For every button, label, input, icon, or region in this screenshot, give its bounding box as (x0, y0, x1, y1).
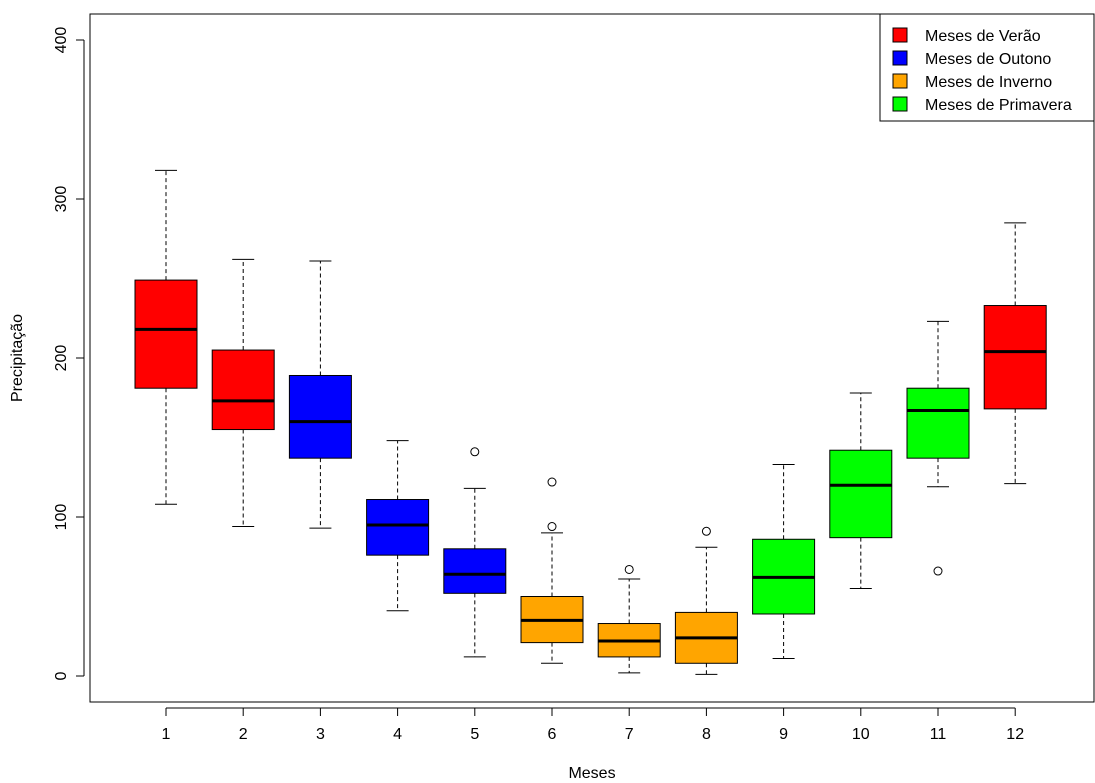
legend-frame (879, 13, 1095, 122)
x-tick-label: 3 (316, 726, 325, 743)
box-month-9 (752, 464, 816, 660)
x-tick-label: 2 (239, 726, 248, 743)
y-axis-title: Precipitação (9, 314, 26, 402)
box-month-7 (597, 564, 661, 674)
x-tick-label: 9 (779, 726, 788, 743)
box-month-3 (288, 260, 352, 529)
box-body (134, 279, 198, 389)
legend-swatch (892, 27, 908, 43)
x-tick-label: 10 (852, 726, 870, 743)
y-tick-label: 400 (53, 27, 70, 54)
x-tick-label: 7 (625, 726, 634, 743)
box-body (443, 548, 507, 594)
x-tick-label: 5 (470, 726, 479, 743)
y-tick-label: 100 (53, 504, 70, 531)
box-body (288, 374, 352, 459)
box-month-4 (366, 440, 430, 612)
x-axis-title: Meses (568, 765, 615, 782)
box-month-11 (906, 320, 970, 576)
y-axis: 0 100 200 300 400 (53, 27, 85, 680)
x-tick-label: 12 (1006, 726, 1024, 743)
box-body (829, 449, 893, 539)
y-tick-label: 200 (53, 345, 70, 372)
box-month-2 (211, 258, 275, 528)
box-month-10 (829, 392, 893, 590)
legend-swatch (892, 50, 908, 66)
x-axis: 1 2 3 4 5 6 7 8 9 10 11 12 (162, 707, 1024, 743)
outlier-point (701, 526, 711, 536)
x-tick-label: 11 (930, 726, 947, 743)
plot-frame (89, 13, 1095, 703)
legend-label: Meses de Verão (925, 28, 1041, 45)
outlier-point (624, 564, 634, 574)
box-month-1 (134, 169, 198, 505)
legend: Meses de Verão Meses de Outono Meses de In… (879, 13, 1095, 122)
box-body (983, 305, 1047, 410)
x-tick-label: 1 (162, 726, 171, 743)
outlier-point (547, 477, 557, 487)
x-tick-label: 8 (702, 726, 711, 743)
x-tick-label: 4 (393, 726, 402, 743)
box-month-6 (520, 477, 584, 664)
boxes-layer (134, 169, 1047, 675)
legend-swatch (892, 73, 908, 89)
x-tick-label: 6 (548, 726, 557, 743)
box-body (906, 387, 970, 459)
outlier-point (470, 447, 480, 457)
box-body (366, 499, 430, 556)
legend-swatch (892, 96, 908, 112)
legend-label: Meses de Outono (925, 51, 1051, 68)
box-month-5 (443, 447, 507, 658)
y-tick-label: 300 (53, 186, 70, 213)
legend-label: Meses de Inverno (925, 74, 1052, 91)
legend-label: Meses de Primavera (925, 97, 1072, 114)
y-tick-label: 0 (53, 671, 70, 680)
outlier-point (547, 522, 557, 532)
box-month-8 (674, 526, 738, 675)
box-month-12 (983, 222, 1047, 485)
box-body (211, 349, 275, 431)
outlier-point (933, 566, 943, 576)
